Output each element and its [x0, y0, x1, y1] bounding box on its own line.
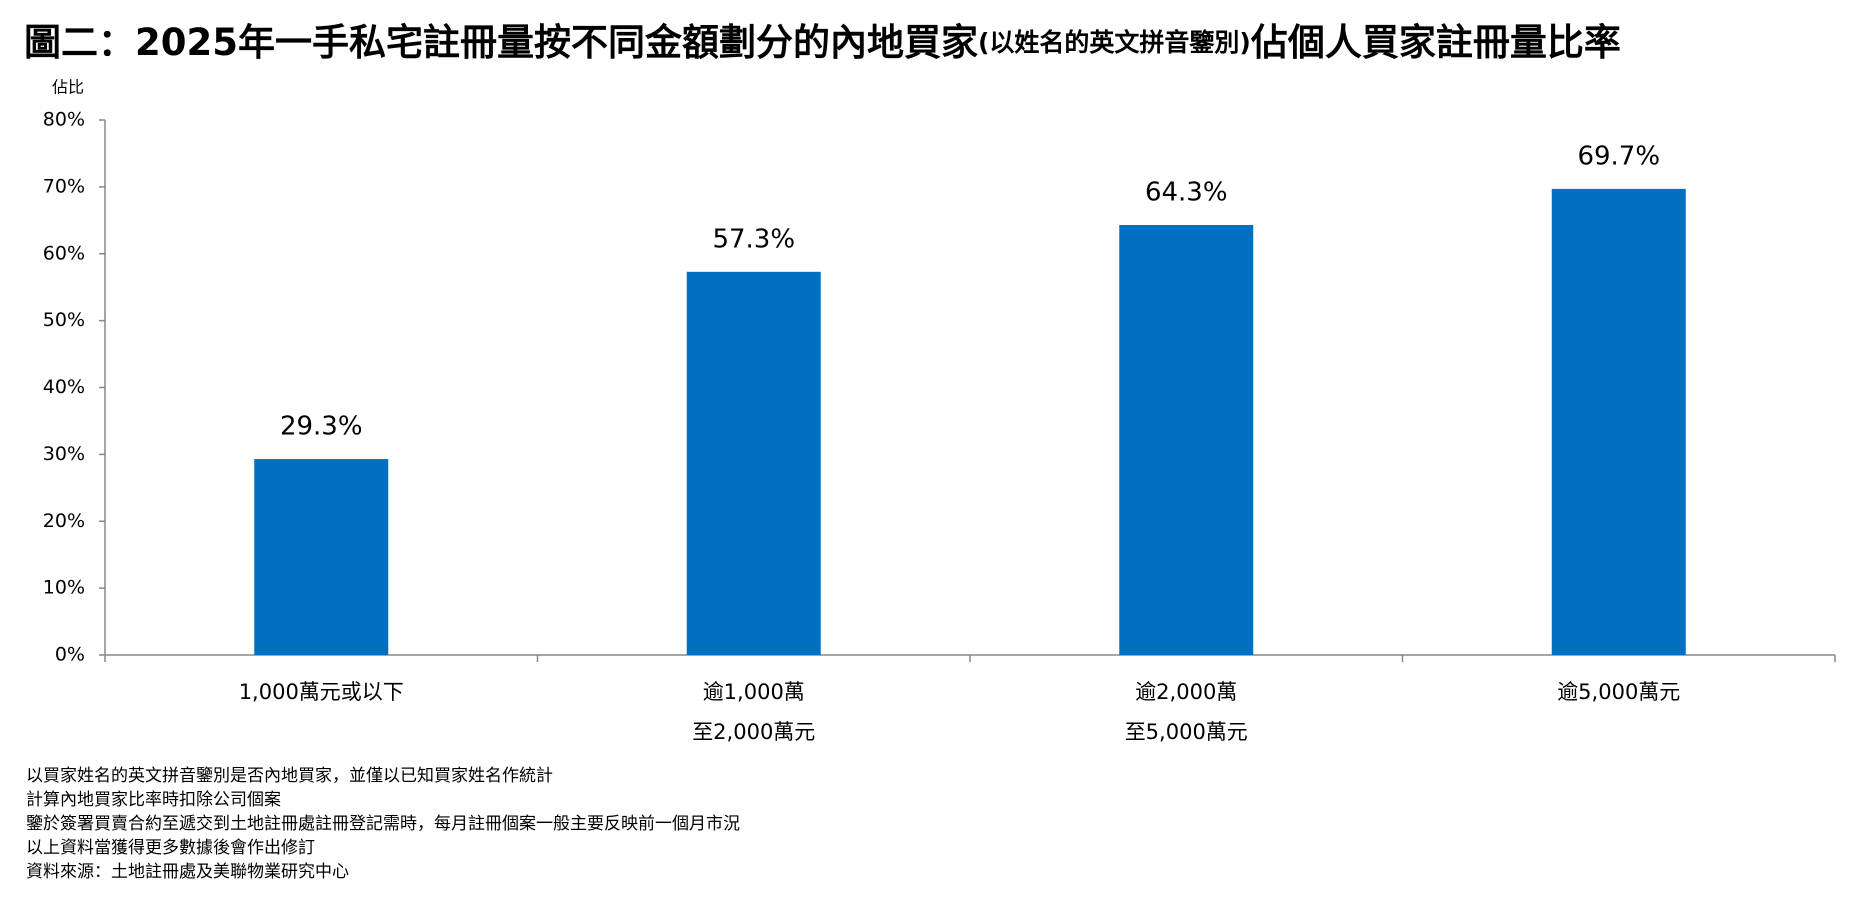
y-tick-label: 50% [43, 309, 85, 331]
bar [1119, 224, 1254, 655]
x-tick-label: 逾5,000萬元 [1557, 680, 1680, 704]
value-label: 69.7% [1577, 141, 1660, 171]
bar [254, 459, 389, 655]
x-tick-label: 逾2,000萬 [1135, 680, 1237, 704]
x-tick-label: 1,000萬元或以下 [239, 680, 404, 704]
x-tick-label: 至5,000萬元 [1125, 720, 1248, 744]
title-tail: 佔個人買家註冊量比率 [1250, 21, 1621, 64]
value-label: 64.3% [1145, 177, 1228, 207]
footnote: 計算內地買家比率時扣除公司個案 [26, 790, 281, 810]
bar [1551, 188, 1686, 655]
footnote: 資料來源：土地註冊處及美聯物業研究中心 [26, 862, 349, 882]
footnote: 鑒於簽署買賣合約至遞交到土地註冊處註冊登記需時，每月註冊個案一般主要反映前一個月… [26, 814, 740, 834]
footnote: 以買家姓名的英文拼音鑒別是否內地買家，並僅以已知買家姓名作統計 [26, 766, 553, 786]
y-tick-label: 30% [43, 443, 85, 465]
value-label: 57.3% [712, 224, 795, 254]
y-tick-label: 20% [43, 510, 85, 532]
x-tick-label: 逾1,000萬 [703, 680, 805, 704]
y-tick-label: 10% [43, 577, 85, 599]
y-tick-label: 60% [43, 242, 85, 264]
x-tick-label: 至2,000萬元 [692, 720, 815, 744]
y-tick-label: 80% [43, 109, 85, 131]
y-tick-label: 70% [43, 175, 85, 197]
y-tick-label: 40% [43, 376, 85, 398]
chart-title: 圖二：2025年一手私宅註冊量按不同金額劃分的內地買家(以姓名的英文拼音鑒別)佔… [24, 21, 1621, 64]
y-axis-label: 佔比 [52, 78, 84, 97]
title-main: 圖二：2025年一手私宅註冊量按不同金額劃分的內地買家 [24, 21, 978, 64]
footnote: 以上資料當獲得更多數據後會作出修訂 [26, 838, 315, 858]
title-note: (以姓名的英文拼音鑒別) [978, 28, 1251, 57]
value-label: 29.3% [280, 412, 363, 442]
bar [686, 271, 821, 655]
y-tick-label: 0% [55, 644, 85, 666]
